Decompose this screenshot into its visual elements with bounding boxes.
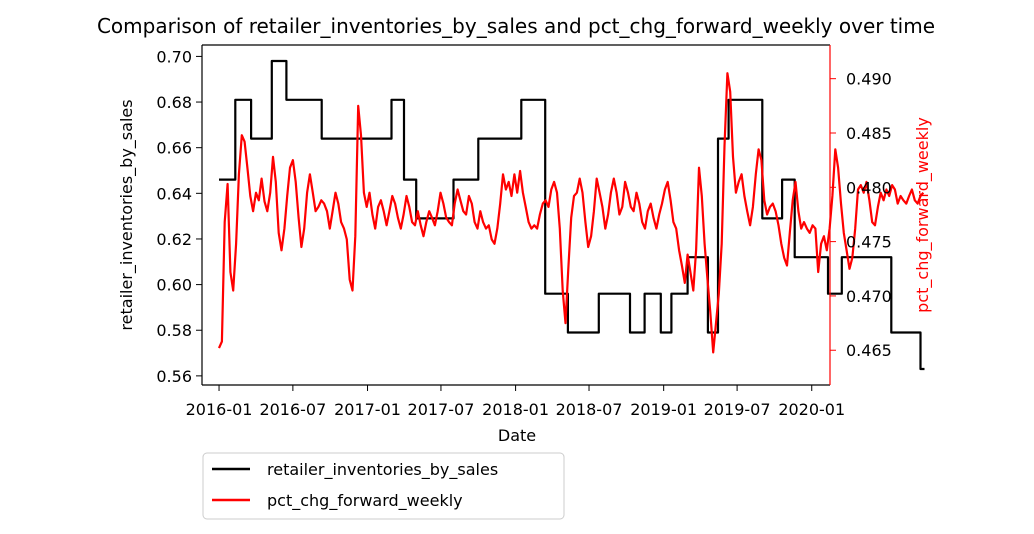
x-tick-label: 2018-01 (482, 400, 549, 419)
left-y-axis-label: retailer_inventories_by_sales (117, 99, 137, 330)
legend: retailer_inventories_by_sales pct_chg_fo… (202, 452, 565, 520)
x-tick-label: 2017-07 (408, 400, 475, 419)
x-tick-label: 2016-07 (259, 400, 326, 419)
left-y-tick-label: 0.56 (156, 367, 192, 386)
right-y-tick-label: 0.465 (846, 341, 892, 360)
left-y-tick-label: 0.66 (156, 139, 192, 158)
chart-title: Comparison of retailer_inventories_by_sa… (97, 14, 935, 38)
left-y-tick-label: 0.60 (156, 276, 192, 295)
left-y-tick-label: 0.70 (156, 47, 192, 66)
x-tick-label: 2019-01 (630, 400, 697, 419)
x-tick-label: 2019-07 (704, 400, 771, 419)
x-tick-label: 2016-01 (186, 400, 253, 419)
x-tick-label: 2018-07 (556, 400, 623, 419)
left-y-tick-label: 0.68 (156, 93, 192, 112)
left-y-tick-label: 0.64 (156, 184, 192, 203)
plot-area: 2016-01 2016-07 2017-01 2017-07 2018-01 2018-… (156, 44, 925, 419)
legend-label-pct-chg: pct_chg_forward_weekly (267, 491, 463, 511)
x-tick-label: 2020-01 (778, 400, 845, 419)
series-line-pct-chg (217, 72, 925, 354)
right-y-axis-label: pct_chg_forward_weekly (913, 117, 933, 313)
right-y-tick-label: 0.480 (846, 178, 892, 197)
left-y-tick-label: 0.62 (156, 230, 192, 249)
right-y-tick-label: 0.470 (846, 287, 892, 306)
x-axis-label: Date (498, 426, 536, 445)
right-y-tick-label: 0.475 (846, 233, 892, 252)
legend-label-inventories: retailer_inventories_by_sales (267, 460, 498, 480)
left-y-tick-label: 0.58 (156, 321, 192, 340)
right-y-tick-label: 0.490 (846, 70, 892, 89)
legend-frame (202, 452, 565, 520)
x-tick-label: 2017-01 (334, 400, 401, 419)
right-y-tick-label: 0.485 (846, 124, 892, 143)
